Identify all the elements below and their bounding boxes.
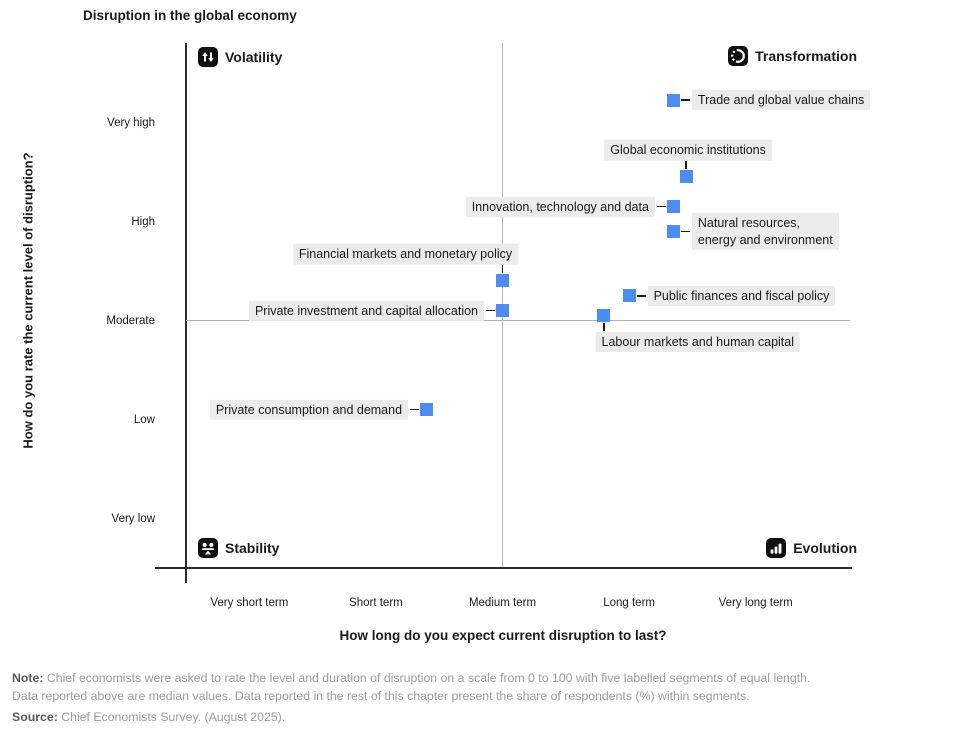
- quadrant-transformation: Transformation: [728, 46, 857, 66]
- x-tick-label: Long term: [603, 597, 655, 609]
- data-point-marker: [666, 93, 680, 107]
- data-point-label: Global economic institutions: [604, 140, 772, 161]
- rising-bar-chart-icon: [766, 538, 787, 558]
- quadrant-evolution: Evolution: [766, 538, 857, 558]
- data-point-marker: [420, 403, 434, 417]
- x-tick-label: Very short term: [210, 597, 289, 609]
- data-point-label: Innovation, technology and data: [465, 196, 655, 217]
- note-text-1: Chief economists were asked to rate the …: [46, 671, 811, 685]
- connector-line: [680, 230, 690, 233]
- data-point-label: Private consumption and demand: [209, 399, 409, 420]
- data-point-marker: [666, 200, 680, 214]
- connector-line: [656, 205, 666, 208]
- data-point-label: Public finances and fiscal policy: [647, 285, 836, 306]
- footnotes: Note: Chief economists were asked to rat…: [12, 669, 950, 726]
- connector-line: [685, 161, 687, 170]
- source-line: Source: Chief Economists Survey. (August…: [12, 708, 950, 726]
- balance-scale-icon: [198, 538, 218, 558]
- quadrant-label: Transformation: [755, 48, 857, 64]
- x-axis-line: [155, 567, 852, 569]
- metamorphosis-icon: [728, 46, 749, 66]
- quadrant-label: Evolution: [793, 540, 857, 556]
- connector-line: [603, 323, 605, 332]
- quadrant-volatility: Volatility: [198, 47, 282, 67]
- horizontal-quadrant-divider: [186, 320, 850, 322]
- quadrant-label: Stability: [225, 540, 280, 556]
- data-point-marker: [496, 274, 509, 288]
- y-tick-label: High: [131, 215, 155, 228]
- x-tick-label: Short term: [349, 597, 403, 609]
- data-point-label: Labour markets and human capital: [595, 332, 801, 353]
- connector-line: [636, 295, 646, 297]
- connector-line: [680, 99, 690, 101]
- x-axis-title: How long do you expect current disruptio…: [339, 628, 667, 643]
- data-point-label: Private investment and capital allocatio…: [248, 300, 484, 321]
- chart-title: Disruption in the global economy: [83, 8, 297, 23]
- y-axis-line: [185, 43, 187, 583]
- connector-line: [486, 309, 495, 312]
- note-line-2: Data reported above are median values. D…: [12, 687, 950, 705]
- x-tick-label: Medium term: [468, 597, 537, 609]
- y-tick-label: Low: [133, 413, 155, 426]
- connector-line: [501, 265, 504, 274]
- data-point-marker: [622, 289, 636, 303]
- data-point-marker: [679, 170, 693, 184]
- y-tick-label: Very low: [111, 512, 155, 525]
- note-label: Note:: [12, 671, 44, 685]
- connector-line: [410, 408, 420, 411]
- quadrant-stability: Stability: [198, 538, 279, 558]
- data-point-marker: [597, 309, 611, 323]
- y-tick-label: Very high: [107, 116, 155, 129]
- source-label: Source:: [12, 710, 58, 724]
- quadrant-label: Volatility: [225, 49, 283, 65]
- data-point-label: Financial markets and monetary policy: [292, 244, 519, 265]
- data-point-label: Trade and global value chains: [691, 90, 871, 111]
- data-point-marker: [496, 304, 509, 318]
- data-point-label: Natural resources, energy and environmen…: [691, 213, 839, 250]
- data-point-marker: [666, 224, 680, 238]
- y-axis-title: How do you rate the current level of dis…: [20, 152, 36, 449]
- note-text-2: Data reported above are median values. D…: [12, 689, 750, 703]
- note-line-1: Note: Chief economists were asked to rat…: [12, 669, 950, 687]
- up-down-arrows-icon: [198, 47, 218, 67]
- source-text: Chief Economists Survey. (August 2025).: [61, 710, 286, 724]
- y-tick-label: Moderate: [106, 314, 155, 327]
- x-tick-label: Very long term: [718, 597, 793, 609]
